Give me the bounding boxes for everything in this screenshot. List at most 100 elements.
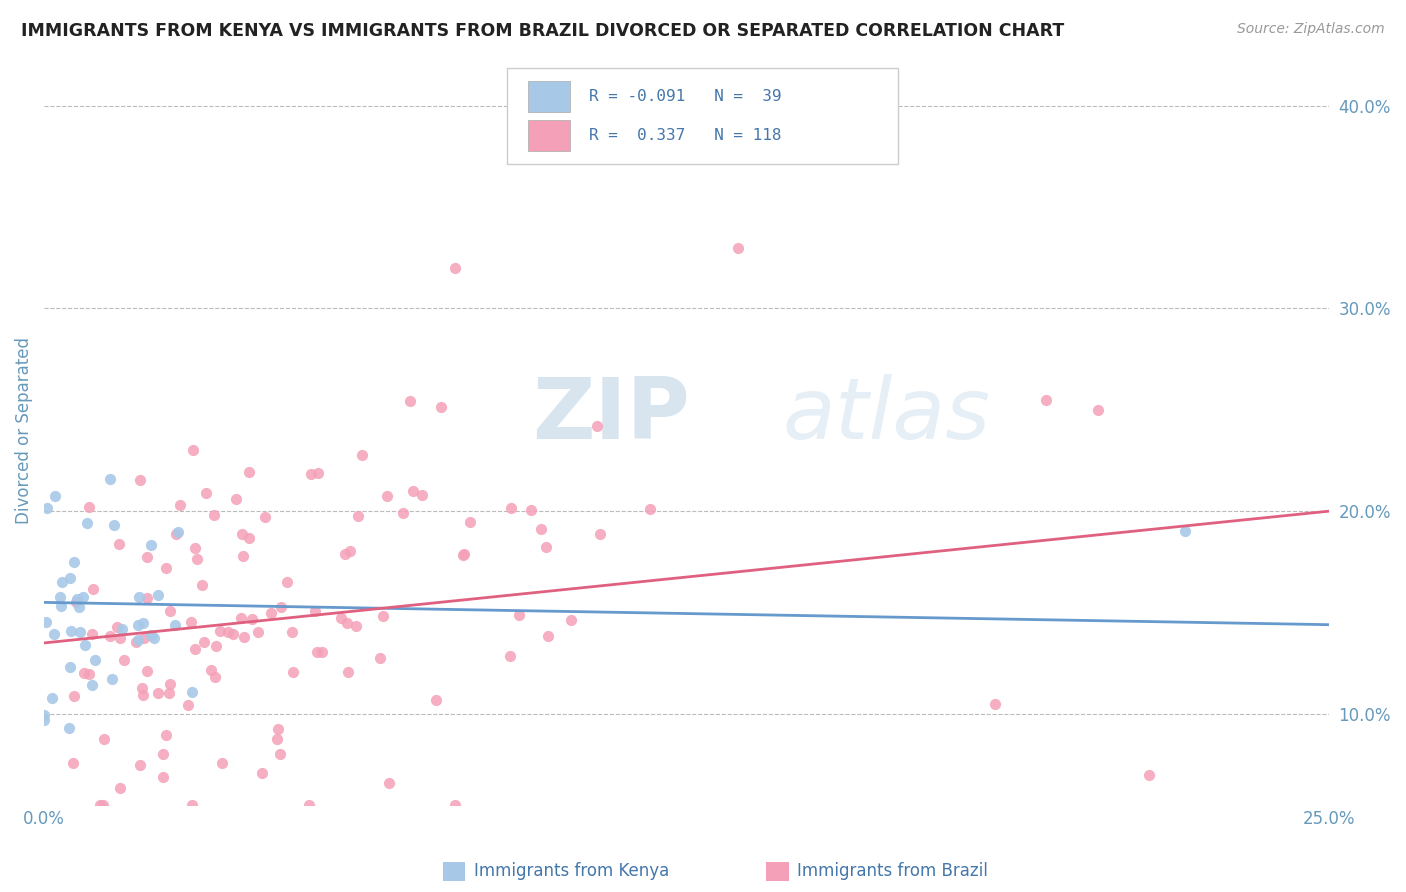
Point	[135, 664, 157, 678]
Point	[307, 466, 329, 480]
Point	[368, 651, 391, 665]
Point	[229, 611, 252, 625]
Point	[202, 508, 225, 523]
Point	[103, 517, 125, 532]
Point	[267, 722, 290, 736]
Point	[60, 624, 83, 638]
Point	[727, 241, 749, 255]
Point	[184, 541, 207, 556]
Point	[93, 798, 115, 813]
Point	[72, 590, 94, 604]
Point	[231, 526, 253, 541]
Point	[195, 486, 218, 500]
Point	[111, 622, 134, 636]
Point	[453, 547, 475, 561]
Text: R = -0.091   N =  39: R = -0.091 N = 39	[589, 89, 782, 103]
Point	[270, 599, 292, 614]
Point	[169, 498, 191, 512]
Point	[242, 612, 264, 626]
Text: R =  0.337   N = 118: R = 0.337 N = 118	[589, 128, 782, 143]
Point	[73, 638, 96, 652]
Point	[77, 667, 100, 681]
Point	[451, 548, 474, 562]
Point	[266, 732, 288, 747]
Point	[392, 506, 415, 520]
Point	[159, 677, 181, 691]
Point	[304, 604, 326, 618]
Point	[42, 627, 65, 641]
Point	[534, 541, 557, 555]
Point	[211, 756, 233, 770]
Point	[238, 465, 260, 479]
Text: atlas: atlas	[783, 374, 991, 457]
Point	[225, 492, 247, 507]
Point	[108, 537, 131, 551]
Point	[155, 727, 177, 741]
Point	[165, 618, 187, 632]
Point	[62, 690, 84, 704]
Point	[208, 624, 231, 639]
Point	[132, 615, 155, 630]
Point	[560, 613, 582, 627]
Point	[49, 599, 72, 613]
Point	[530, 522, 553, 536]
Point	[79, 500, 101, 515]
Point	[204, 670, 226, 684]
Point	[66, 591, 89, 606]
Point	[146, 686, 169, 700]
Point	[84, 653, 107, 667]
Point	[191, 578, 214, 592]
Point	[232, 549, 254, 564]
FancyBboxPatch shape	[529, 80, 569, 112]
Point	[186, 552, 208, 566]
Point	[58, 721, 80, 735]
Text: Source: ZipAtlas.com: Source: ZipAtlas.com	[1237, 22, 1385, 37]
Point	[146, 588, 169, 602]
Point	[65, 594, 87, 608]
Point	[1174, 524, 1197, 539]
Y-axis label: Divorced or Separated: Divorced or Separated	[15, 336, 32, 524]
Point	[98, 472, 121, 486]
Point	[333, 547, 356, 561]
Point	[1137, 767, 1160, 781]
Point	[238, 531, 260, 545]
Point	[98, 629, 121, 643]
Point	[73, 666, 96, 681]
Point	[253, 510, 276, 524]
Point	[142, 631, 165, 645]
Point	[311, 645, 333, 659]
Point	[222, 627, 245, 641]
Point	[281, 625, 304, 640]
Point	[152, 747, 174, 761]
Point	[76, 516, 98, 530]
Point	[217, 625, 239, 640]
Point	[32, 713, 55, 727]
Point	[127, 617, 149, 632]
Point	[586, 418, 609, 433]
Point	[1087, 402, 1109, 417]
Point	[136, 591, 159, 606]
Point	[59, 659, 82, 673]
Text: IMMIGRANTS FROM KENYA VS IMMIGRANTS FROM BRAZIL DIVORCED OR SEPARATED CORRELATIO: IMMIGRANTS FROM KENYA VS IMMIGRANTS FROM…	[21, 22, 1064, 40]
Text: Immigrants from Kenya: Immigrants from Kenya	[474, 863, 669, 880]
Point	[276, 575, 298, 590]
Point	[62, 756, 84, 770]
Point	[132, 632, 155, 646]
Point	[127, 632, 149, 647]
Point	[305, 645, 328, 659]
Point	[411, 488, 433, 502]
Text: Immigrants from Brazil: Immigrants from Brazil	[797, 863, 988, 880]
Point	[181, 685, 204, 699]
Point	[129, 758, 152, 772]
Point	[499, 648, 522, 663]
Point	[131, 681, 153, 695]
Point	[108, 780, 131, 795]
Point	[181, 442, 204, 457]
Point	[82, 582, 104, 596]
Point	[155, 561, 177, 575]
Point	[41, 691, 63, 706]
Point	[508, 607, 530, 622]
Point	[336, 665, 359, 679]
Point	[184, 641, 207, 656]
Point	[35, 501, 58, 516]
